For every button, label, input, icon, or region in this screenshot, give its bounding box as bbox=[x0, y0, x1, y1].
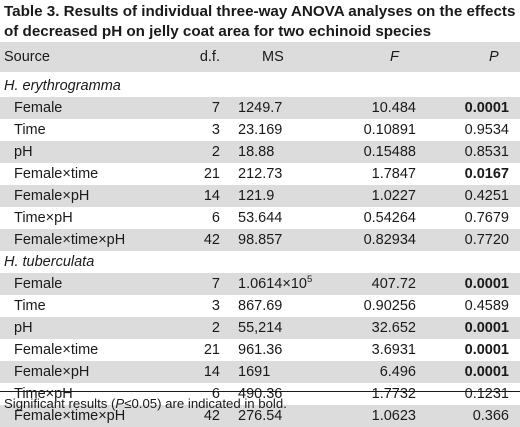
header-f: F bbox=[390, 49, 399, 65]
cell-source: pH bbox=[14, 144, 33, 160]
cell-source: Female×pH bbox=[14, 188, 90, 204]
cell-source: Female×pH bbox=[14, 364, 90, 380]
cell-p: 0.0001 bbox=[464, 342, 509, 358]
cell-ms: 212.73 bbox=[238, 166, 283, 182]
cell-f: 0.82934 bbox=[363, 232, 416, 248]
cell-source: Time×pH bbox=[14, 386, 73, 402]
cell-df: 3 bbox=[211, 122, 220, 138]
cell-df: 7 bbox=[211, 276, 220, 292]
header-df: d.f. bbox=[199, 49, 220, 65]
cell-df: 2 bbox=[211, 320, 220, 336]
cell-p: 0.0167 bbox=[464, 166, 509, 182]
ms-exponent: 5 bbox=[306, 274, 313, 285]
table-title: Table 3. Results of individual three-way… bbox=[4, 3, 516, 40]
cell-p: 0.0001 bbox=[464, 276, 509, 292]
cell-df: 6 bbox=[211, 210, 220, 226]
cell-f: 0.54264 bbox=[363, 210, 416, 226]
cell-p: 0.0001 bbox=[464, 100, 509, 116]
cell-ms: 55,214 bbox=[238, 320, 283, 336]
cell-p: 0.4589 bbox=[464, 298, 509, 314]
cell-f: 0.15488 bbox=[363, 144, 416, 160]
cell-ms: 121.9 bbox=[238, 188, 275, 204]
cell-ms: 18.88 bbox=[238, 144, 275, 160]
cell-source: Female×time bbox=[14, 166, 99, 182]
table-row: Female 7 1.0614×105 407.72 0.0001 bbox=[0, 273, 520, 295]
cell-f: 0.90256 bbox=[363, 298, 416, 314]
header-source: Source bbox=[4, 49, 50, 65]
cell-p: 0.9534 bbox=[464, 122, 509, 138]
header-ms: MS bbox=[262, 49, 284, 65]
cell-f: 407.72 bbox=[371, 276, 416, 292]
bottom-rule bbox=[0, 391, 520, 392]
cell-p: 0.366 bbox=[472, 408, 509, 424]
table-header: Source d.f. MS F P bbox=[0, 42, 520, 72]
cell-source: Female bbox=[14, 100, 63, 116]
cell-f: 1.7732 bbox=[371, 386, 416, 402]
cell-ms: 1691 bbox=[238, 364, 271, 380]
table-row: Female 7 1249.7 10.484 0.0001 bbox=[0, 97, 520, 119]
cell-source: Female×time bbox=[14, 342, 99, 358]
cell-ms: 490.36 bbox=[238, 386, 283, 402]
footnote-after: ≤0.05) are indicated in bold. bbox=[124, 396, 287, 411]
cell-df: 3 bbox=[211, 298, 220, 314]
table-row: Time×pH 6 490.36 1.7732 0.1231 bbox=[0, 383, 520, 405]
table-row: Time 3 23.169 0.10891 0.9534 bbox=[0, 119, 520, 141]
cell-df: 42 bbox=[203, 232, 220, 248]
cell-source: Time bbox=[14, 298, 46, 314]
table-row: Time×pH 6 53.644 0.54264 0.7679 bbox=[0, 207, 520, 229]
table-row: Female×time 21 212.73 1.7847 0.0167 bbox=[0, 163, 520, 185]
cell-f: 0.10891 bbox=[363, 122, 416, 138]
table-row: Female×time×pH 42 98.857 0.82934 0.7720 bbox=[0, 229, 520, 251]
cell-source: pH bbox=[14, 320, 33, 336]
cell-f: 1.7847 bbox=[371, 166, 416, 182]
cell-ms: 867.69 bbox=[238, 298, 283, 314]
cell-p: 0.0001 bbox=[464, 320, 509, 336]
cell-p: 0.7720 bbox=[464, 232, 509, 248]
cell-df: 21 bbox=[203, 342, 220, 358]
cell-p: 0.1231 bbox=[464, 386, 509, 402]
cell-df: 14 bbox=[203, 364, 220, 380]
cell-ms: 23.169 bbox=[238, 122, 283, 138]
table-row: Time 3 867.69 0.90256 0.4589 bbox=[0, 295, 520, 317]
group-row: H. erythrogramma bbox=[0, 75, 520, 97]
cell-df: 21 bbox=[203, 166, 220, 182]
table-row: Female×pH 14 121.9 1.0227 0.4251 bbox=[0, 185, 520, 207]
cell-f: 1.0623 bbox=[371, 408, 416, 424]
cell-p: 0.8531 bbox=[464, 144, 509, 160]
ms-mantissa: 1.0614×10 bbox=[238, 276, 307, 292]
cell-ms: 98.857 bbox=[238, 232, 283, 248]
cell-f: 32.652 bbox=[371, 320, 416, 336]
cell-df: 7 bbox=[211, 100, 220, 116]
cell-f: 3.6931 bbox=[371, 342, 416, 358]
cell-f: 10.484 bbox=[371, 100, 416, 116]
cell-f: 6.496 bbox=[379, 364, 416, 380]
cell-ms: 1249.7 bbox=[238, 100, 283, 116]
cell-source: Female×time×pH bbox=[14, 232, 126, 248]
cell-ms: 961.36 bbox=[238, 342, 283, 358]
cell-df: 14 bbox=[203, 188, 220, 204]
cell-source: Female bbox=[14, 276, 63, 292]
table-row: Female×time 21 961.36 3.6931 0.0001 bbox=[0, 339, 520, 361]
cell-p: 0.0001 bbox=[464, 364, 509, 380]
footnote-before: Significant results ( bbox=[4, 396, 116, 411]
group-row: H. tuberculata bbox=[0, 251, 520, 273]
cell-p: 0.7679 bbox=[464, 210, 509, 226]
group-name: H. tuberculata bbox=[4, 254, 95, 270]
table-row: pH 2 55,214 32.652 0.0001 bbox=[0, 317, 520, 339]
cell-df: 2 bbox=[211, 144, 220, 160]
table-row: Female×pH 14 1691 6.496 0.0001 bbox=[0, 361, 520, 383]
table-row: pH 2 18.88 0.15488 0.8531 bbox=[0, 141, 520, 163]
footnote-italic: P bbox=[115, 396, 125, 411]
table-footnote: Significant results (P≤0.05) are indicat… bbox=[4, 395, 287, 413]
cell-source: Time×pH bbox=[14, 210, 73, 226]
cell-df: 6 bbox=[211, 386, 220, 402]
cell-p: 0.4251 bbox=[464, 188, 509, 204]
cell-f: 1.0227 bbox=[371, 188, 416, 204]
cell-ms: 53.644 bbox=[238, 210, 283, 226]
cell-ms: 1.0614×105 bbox=[238, 273, 312, 295]
header-p: P bbox=[489, 49, 499, 65]
cell-source: Time bbox=[14, 122, 46, 138]
group-name: H. erythrogramma bbox=[4, 78, 121, 94]
